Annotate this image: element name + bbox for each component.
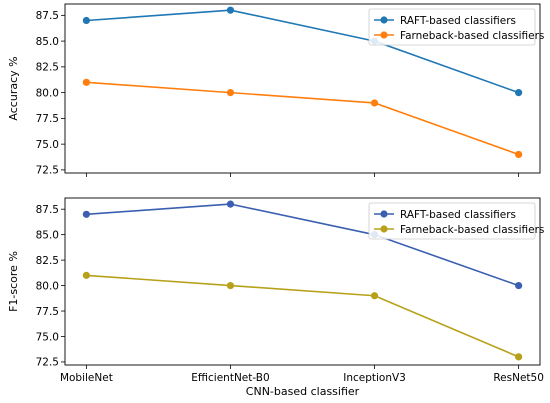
legend: RAFT-based classifiers Farneback-based cl… bbox=[368, 202, 544, 240]
series-line-farneback bbox=[86, 274, 519, 358]
series-line-farneback bbox=[86, 81, 519, 156]
y-tick-label: 87.5 bbox=[36, 10, 59, 22]
data-point bbox=[82, 16, 90, 25]
y-tick-label: 80.0 bbox=[36, 280, 59, 292]
data-point bbox=[370, 292, 379, 300]
y-tick-label: 85.0 bbox=[36, 229, 59, 241]
data-point bbox=[82, 271, 90, 279]
legend-label-raft: RAFT-based classifiers bbox=[400, 15, 516, 27]
legend-box bbox=[368, 8, 536, 46]
legend-label-farneback: Farneback-based classifiers bbox=[400, 224, 544, 236]
x-tick-label: MobileNet bbox=[60, 372, 113, 384]
data-point bbox=[226, 281, 235, 290]
data-point bbox=[515, 281, 523, 290]
x-tick-label: ResNet50 bbox=[493, 372, 544, 384]
y-tick-label: 75.0 bbox=[36, 139, 59, 151]
y-tick-label: 77.5 bbox=[36, 306, 59, 318]
x-axis-label: CNN-based classifier bbox=[246, 385, 360, 398]
y-tick-label: 72.5 bbox=[36, 165, 59, 177]
legend-marker bbox=[380, 225, 388, 233]
data-point bbox=[515, 150, 523, 159]
y-tick-label: 72.5 bbox=[36, 357, 59, 369]
y-tick-label: 87.5 bbox=[36, 204, 59, 216]
x-tick-label: EfficientNet-B0 bbox=[191, 372, 269, 384]
legend-box bbox=[368, 202, 536, 240]
legend-marker bbox=[380, 16, 388, 24]
y-tick-label: 82.5 bbox=[36, 62, 59, 74]
data-point bbox=[226, 89, 235, 97]
data-point bbox=[370, 99, 379, 107]
chart-panel-2: 72.5 75.0 77.5 80.0 82.5 85.0 87.5 MobileNet Eff… bbox=[7, 197, 544, 398]
legend: RAFT-based classifiers Farneback-based cl… bbox=[368, 8, 544, 46]
y-tick-label: 85.0 bbox=[36, 36, 59, 48]
y-tick-label: 80.0 bbox=[36, 87, 59, 99]
chart-panel-1: 72.5 75.0 77.5 80.0 82.5 85.0 87.5 Accuracy % RA… bbox=[7, 3, 544, 177]
legend-label-farneback: Farneback-based classifiers bbox=[400, 30, 544, 42]
y-tick-label: 82.5 bbox=[36, 255, 59, 267]
x-tick-label: InceptionV3 bbox=[343, 372, 406, 384]
data-point bbox=[82, 210, 90, 218]
data-point bbox=[226, 6, 235, 14]
series-line-raft bbox=[86, 9, 519, 94]
y-tick-label: 75.0 bbox=[36, 331, 59, 343]
legend-label-raft: RAFT-based classifiers bbox=[400, 209, 516, 221]
data-point bbox=[515, 89, 523, 97]
data-point bbox=[226, 200, 235, 208]
data-point bbox=[515, 353, 523, 361]
y-tick-label: 77.5 bbox=[36, 113, 59, 125]
legend-marker bbox=[380, 31, 388, 39]
data-point bbox=[82, 78, 90, 86]
series-line-raft bbox=[86, 203, 519, 287]
y-axis-label: F1-score % bbox=[7, 251, 20, 312]
legend-marker bbox=[380, 210, 388, 218]
plot-frame bbox=[64, 197, 541, 366]
y-axis-label: Accuracy % bbox=[7, 56, 20, 120]
plot-frame bbox=[64, 3, 541, 174]
